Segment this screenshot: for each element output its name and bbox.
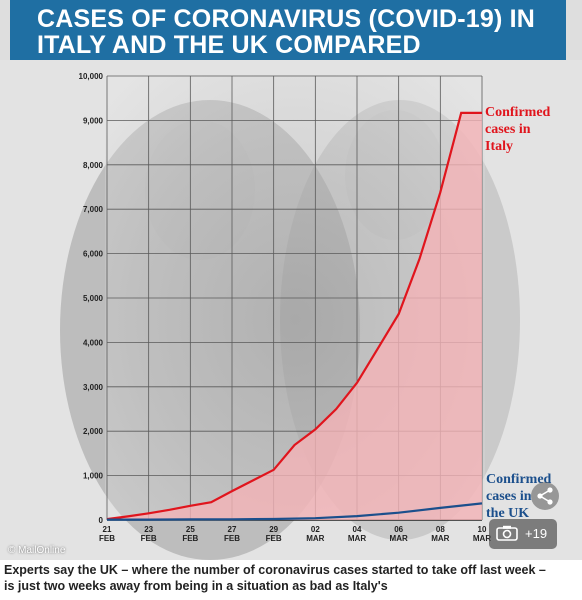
y-tick-label: 0 [99, 516, 104, 525]
italy-series-line [106, 111, 482, 521]
y-tick-label: 5,000 [83, 294, 104, 303]
x-tick-month: FEB [141, 534, 157, 543]
italy-series-label: Confirmed cases in Italy [485, 105, 551, 154]
camera-icon [496, 525, 518, 541]
uk-series-line [107, 502, 483, 521]
share-button[interactable] [531, 482, 559, 510]
series-label-line: cases in [485, 122, 531, 137]
x-tick-day: 29 [269, 525, 278, 534]
chart-frame: CASES OF CORONAVIRUS (COVID-19) IN ITALY… [0, 0, 582, 560]
gallery-button[interactable]: +19 [489, 519, 557, 549]
series-label-line: Confirmed [486, 472, 552, 487]
x-tick-month: MAR [348, 534, 366, 543]
y-tick-label: 6,000 [83, 250, 104, 259]
caption-line-2: is just two weeks away from being in a s… [4, 579, 388, 593]
italy-area-fill [107, 112, 482, 521]
series-label-line: Confirmed [485, 105, 551, 120]
y-axis-ticks: 0 1,000 2,000 3,000 4,000 5,000 6,000 7,000 8,00… [79, 72, 104, 525]
x-tick-month: FEB [99, 534, 115, 543]
x-tick-day: 25 [186, 525, 195, 534]
x-tick-month: FEB [224, 534, 240, 543]
uk-annotation: Confirmed cases in the UK [486, 472, 552, 521]
y-tick-label: 8,000 [83, 161, 104, 170]
x-tick-day: 08 [436, 525, 445, 534]
y-tick-label: 7,000 [83, 205, 104, 214]
x-tick-month: FEB [182, 534, 198, 543]
series-label-line: the UK [486, 506, 529, 521]
y-tick-label: 2,000 [83, 427, 104, 436]
series-label-line: Italy [485, 139, 513, 154]
x-tick-month: MAR [431, 534, 449, 543]
chart-svg: 0 1,000 2,000 3,000 4,000 5,000 6,000 7,000 8,00… [60, 72, 552, 560]
share-icon [537, 487, 553, 505]
x-axis-ticks: 21FEB23FEB25FEB27FEB29FEB02MAR04MAR06MAR… [99, 525, 491, 543]
uk-series-label: Confirmed cases in the UK [486, 472, 552, 521]
italy-annotation: Confirmed cases in Italy [485, 105, 551, 154]
x-tick-day: 23 [144, 525, 153, 534]
y-tick-label: 10,000 [79, 72, 104, 81]
y-tick-label: 9,000 [83, 116, 104, 125]
x-tick-day: 27 [228, 525, 237, 534]
x-tick-month: MAR [390, 534, 408, 543]
y-tick-label: 3,000 [83, 383, 104, 392]
x-tick-day: 10 [478, 525, 487, 534]
y-tick-label: 4,000 [83, 338, 104, 347]
series-label-line: cases in [486, 489, 532, 504]
photo-credit: © MailOnline [8, 545, 66, 556]
x-tick-month: FEB [266, 534, 282, 543]
chart-title-line-2: ITALY AND THE UK COMPARED [37, 31, 421, 59]
x-tick-day: 04 [353, 525, 362, 534]
caption-line-1: Experts say the UK – where the number of… [4, 563, 546, 577]
y-tick-label: 1,000 [83, 472, 104, 481]
x-tick-day: 02 [311, 525, 320, 534]
x-tick-month: MAR [473, 534, 491, 543]
chart-title-line-1: CASES OF CORONAVIRUS (COVID-19) IN [37, 5, 536, 33]
caption: Experts say the UK – where the number of… [4, 562, 580, 594]
title-bar: CASES OF CORONAVIRUS (COVID-19) IN ITALY… [10, 0, 566, 60]
x-tick-month: MAR [306, 534, 324, 543]
x-tick-day: 06 [394, 525, 403, 534]
x-tick-day: 21 [103, 525, 112, 534]
gallery-count: +19 [525, 526, 548, 541]
